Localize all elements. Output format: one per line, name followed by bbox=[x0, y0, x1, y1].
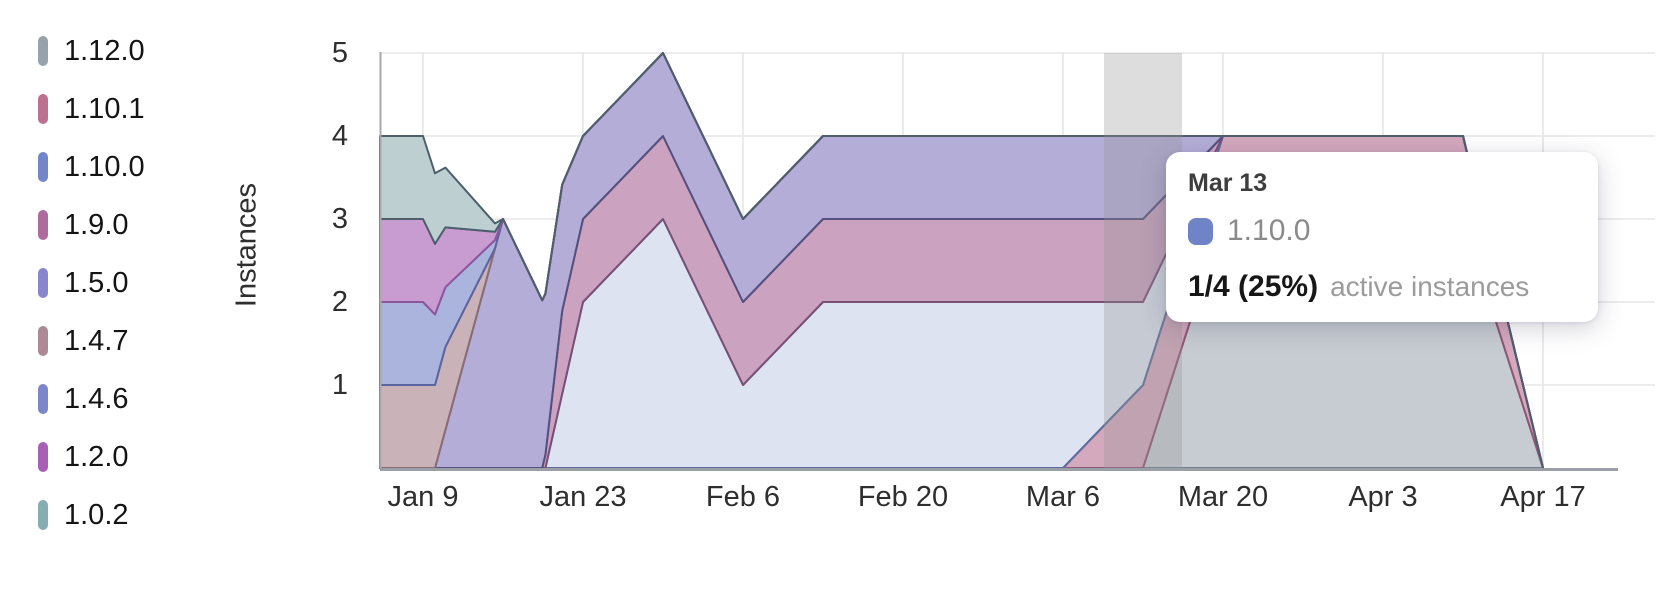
legend-item-1.4.7[interactable]: 1.4.7 bbox=[38, 324, 129, 358]
x-tick-label: Jan 9 bbox=[387, 481, 459, 513]
tooltip-value-row: 1/4 (25%) active instances bbox=[1188, 270, 1574, 304]
legend-label: 1.0.2 bbox=[64, 498, 129, 531]
legend-swatch-icon bbox=[38, 210, 48, 240]
legend-item-1.4.6[interactable]: 1.4.6 bbox=[38, 382, 129, 416]
x-tick-label: Mar 20 bbox=[1177, 481, 1269, 513]
tooltip-series-swatch bbox=[1188, 217, 1213, 245]
legend-item-1.0.2[interactable]: 1.0.2 bbox=[38, 498, 129, 532]
legend-item-1.9.0[interactable]: 1.9.0 bbox=[38, 208, 129, 242]
legend-swatch-icon bbox=[38, 442, 48, 472]
legend-swatch-icon bbox=[38, 500, 48, 530]
x-tick-label: Feb 20 bbox=[857, 481, 949, 513]
x-tick-label: Apr 17 bbox=[1500, 481, 1586, 513]
legend-swatch-icon bbox=[38, 94, 48, 124]
y-tick-label: 3 bbox=[331, 203, 348, 235]
legend-item-1.5.0[interactable]: 1.5.0 bbox=[38, 266, 129, 300]
legend-label: 1.4.7 bbox=[64, 324, 129, 357]
tooltip: Mar 13 1.10.0 1/4 (25%) active instances bbox=[1166, 152, 1598, 322]
y-tick-label: 2 bbox=[331, 286, 348, 318]
x-tick-label: Jan 23 bbox=[539, 481, 627, 513]
legend-label: 1.12.0 bbox=[64, 34, 145, 67]
legend-label: 1.2.0 bbox=[64, 440, 129, 473]
legend-swatch-icon bbox=[38, 152, 48, 182]
y-tick-label: 4 bbox=[331, 120, 348, 152]
y-tick-label: 5 bbox=[331, 37, 348, 69]
legend-label: 1.10.1 bbox=[64, 92, 145, 125]
tooltip-value: 1/4 (25%) bbox=[1188, 270, 1319, 303]
legend-item-1.2.0[interactable]: 1.2.0 bbox=[38, 440, 129, 474]
y-tick-label: 1 bbox=[331, 369, 348, 401]
legend-label: 1.4.6 bbox=[64, 382, 129, 415]
legend-item-1.12.0[interactable]: 1.12.0 bbox=[38, 34, 145, 68]
tooltip-caption: active instances bbox=[1330, 271, 1530, 302]
x-tick-label: Feb 6 bbox=[705, 481, 781, 513]
legend-label: 1.10.0 bbox=[64, 150, 145, 183]
legend-swatch-icon bbox=[38, 268, 48, 298]
tooltip-series-row: 1.10.0 bbox=[1188, 214, 1574, 247]
legend-label: 1.9.0 bbox=[64, 208, 129, 241]
tooltip-date: Mar 13 bbox=[1188, 169, 1268, 197]
x-tick-label: Mar 6 bbox=[1025, 481, 1101, 513]
legend-swatch-icon bbox=[38, 36, 48, 66]
x-tick-label: Apr 3 bbox=[1348, 481, 1418, 513]
legend-label: 1.5.0 bbox=[64, 266, 129, 299]
legend-item-1.10.0[interactable]: 1.10.0 bbox=[38, 150, 145, 184]
chart-legend: 1.12.0 1.10.1 1.10.0 1.9.0 1.5.0 1.4.7 1.4.6 1.… bbox=[0, 0, 220, 592]
y-axis-title: Instances bbox=[230, 182, 263, 308]
legend-item-1.10.1[interactable]: 1.10.1 bbox=[38, 92, 145, 126]
tooltip-series-label: 1.10.0 bbox=[1227, 214, 1311, 247]
legend-swatch-icon bbox=[38, 384, 48, 414]
legend-swatch-icon bbox=[38, 326, 48, 356]
